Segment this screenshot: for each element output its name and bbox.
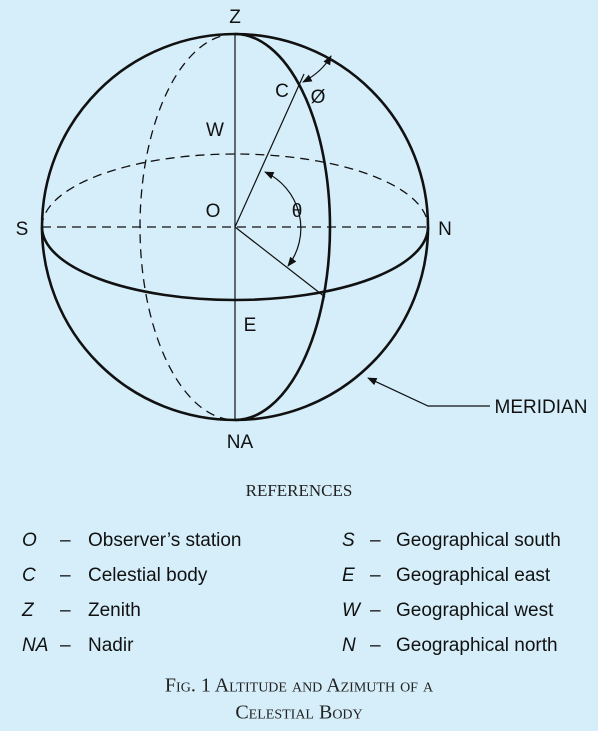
label: O bbox=[206, 201, 221, 222]
label: θ bbox=[292, 201, 303, 222]
meridian-leader bbox=[367, 377, 490, 407]
label: Ø bbox=[311, 87, 326, 108]
references: O – Observer’s station S – Geographical south… bbox=[21, 530, 561, 656]
ref-text: Observer’s station bbox=[88, 530, 241, 551]
ref-symbol: O bbox=[22, 530, 37, 551]
labels: Z C Ø W O θ S N E NA MERIDIAN bbox=[16, 7, 588, 453]
ref-text: Geographical south bbox=[396, 530, 561, 551]
ref-dash: – bbox=[60, 635, 71, 656]
ref-symbol: Z bbox=[21, 600, 35, 621]
ref-dash: – bbox=[60, 600, 71, 621]
ref-symbol: C bbox=[22, 565, 36, 586]
label: W bbox=[206, 120, 224, 141]
ref-dash: – bbox=[370, 530, 381, 551]
label: S bbox=[16, 219, 29, 240]
label: MERIDIAN bbox=[495, 397, 588, 418]
ref-text: Geographical north bbox=[396, 635, 558, 656]
ref-symbol: W bbox=[342, 600, 362, 621]
label: Z bbox=[229, 7, 241, 28]
ref-dash: – bbox=[60, 565, 71, 586]
ref-symbol: S bbox=[342, 530, 355, 551]
ref-symbol: N bbox=[342, 635, 356, 656]
label: C bbox=[275, 81, 289, 102]
ref-text: Geographical east bbox=[396, 565, 551, 586]
ref-dash: – bbox=[370, 600, 381, 621]
label: E bbox=[244, 315, 257, 336]
phi-arc bbox=[302, 55, 332, 83]
ref-symbol: NA bbox=[22, 635, 48, 656]
ref-text: Geographical west bbox=[396, 600, 554, 621]
sphere bbox=[40, 32, 490, 422]
line-oc bbox=[234, 73, 305, 228]
caption: Celestial Body bbox=[235, 702, 362, 724]
line-on bbox=[234, 226, 326, 298]
label: NA bbox=[227, 432, 254, 453]
equator-back bbox=[41, 153, 429, 228]
ref-dash: – bbox=[370, 635, 381, 656]
caption: Fig. 1 Altitude and Azimuth of a bbox=[165, 675, 434, 697]
references-title: REFERENCES bbox=[246, 481, 353, 500]
ref-text: Nadir bbox=[88, 635, 134, 656]
ref-dash: – bbox=[60, 530, 71, 551]
ref-text: Celestial body bbox=[88, 565, 208, 586]
ref-dash: – bbox=[370, 565, 381, 586]
label: N bbox=[438, 219, 452, 240]
theta-arc bbox=[264, 171, 302, 267]
ref-symbol: E bbox=[342, 565, 355, 586]
ref-text: Zenith bbox=[88, 600, 141, 621]
